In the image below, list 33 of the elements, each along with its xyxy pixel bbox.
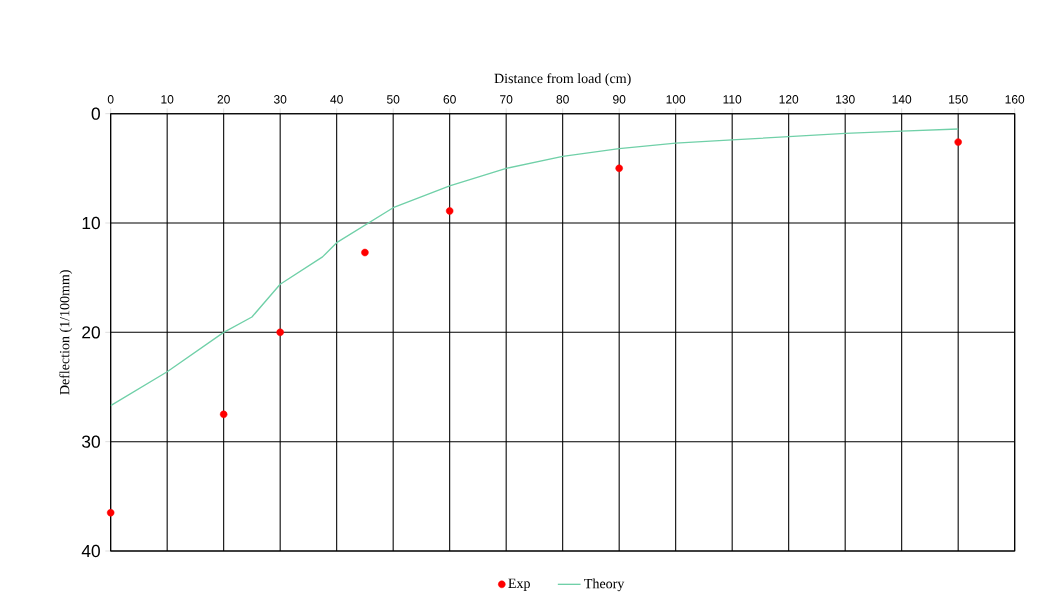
y-tick-label: 40 [81, 544, 100, 558]
y-tick-label: 10 [82, 216, 100, 230]
legend-label: Theory [584, 578, 625, 592]
x-tick-label: 10 [161, 95, 174, 104]
x-tick-label: 130 [836, 95, 855, 104]
x-tick-label: 90 [613, 95, 626, 104]
point [276, 328, 284, 337]
x-tick-label: 110 [723, 95, 742, 104]
x-tick-label: 0 [107, 95, 114, 104]
y-axis-title: Deflection (1/100mm) [59, 270, 73, 395]
x-axis-title: Distance from load (cm) [494, 73, 631, 86]
x-tick-label: 150 [949, 95, 968, 104]
y-tick-label: 0 [91, 107, 100, 120]
point [361, 248, 369, 257]
legend-label: Exp [508, 578, 530, 591]
x-tick-label: 160 [1005, 95, 1025, 104]
x-tick-label: 80 [556, 95, 569, 104]
x-tick-label: 140 [892, 95, 912, 104]
x-tick-label: 70 [500, 95, 513, 104]
x-tick-label: 30 [273, 95, 287, 104]
point [615, 164, 623, 173]
point [445, 207, 454, 215]
x-tick-label: 40 [330, 95, 343, 104]
point [954, 138, 962, 146]
x-tick-label: 20 [217, 95, 230, 104]
x-tick-label: 50 [386, 95, 400, 104]
point [106, 509, 115, 517]
point [219, 410, 228, 419]
x-tick-label: 60 [443, 95, 456, 104]
x-tick-label: 100 [666, 95, 686, 104]
y-tick-label: 20 [82, 326, 100, 339]
y-tick-label: 30 [82, 435, 100, 448]
x-tick-label: 120 [779, 95, 799, 104]
